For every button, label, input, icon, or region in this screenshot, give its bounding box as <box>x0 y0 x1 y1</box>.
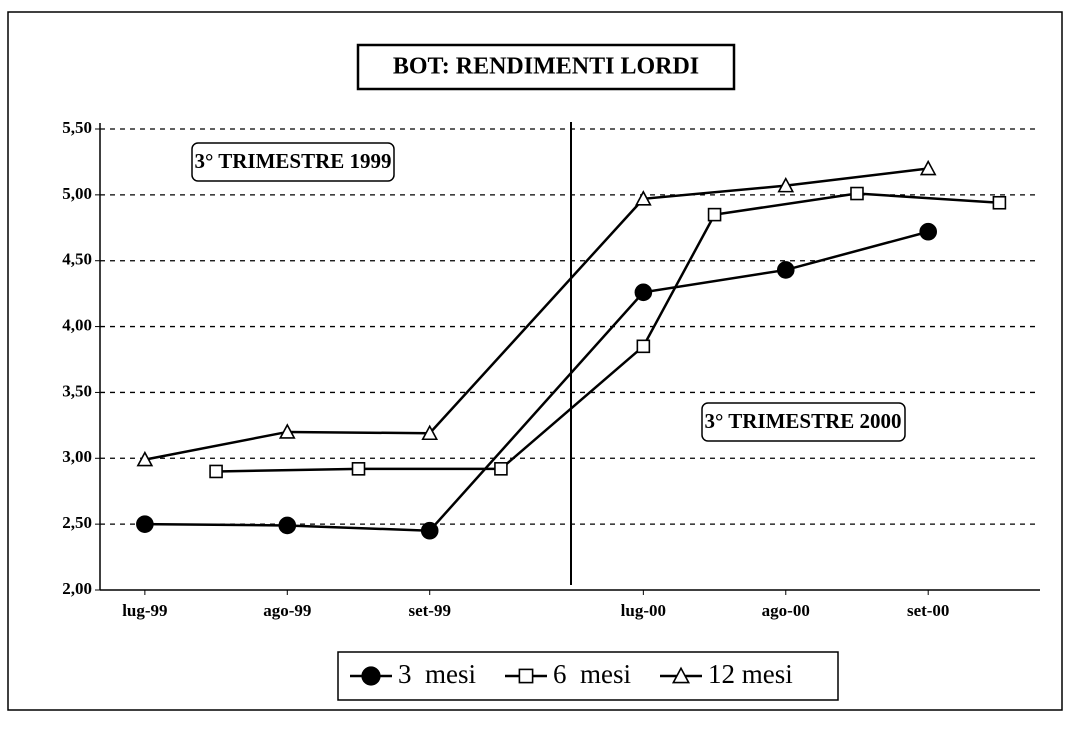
chart-title: BOT: RENDIMENTI LORDI <box>393 54 699 80</box>
y-tick-label: 3,50 <box>62 381 92 400</box>
x-tick-label: ago-00 <box>762 601 810 620</box>
marker <box>850 186 864 201</box>
marker <box>361 666 381 686</box>
marker <box>919 222 937 241</box>
marker <box>209 464 223 479</box>
marker <box>136 515 154 533</box>
marker <box>518 668 534 684</box>
annotation-box <box>701 402 906 442</box>
legend-item: 3 mesi <box>350 659 476 689</box>
legend-label: 3 mesi <box>398 659 476 689</box>
x-tick-label: lug-99 <box>122 601 167 620</box>
marker <box>777 176 795 193</box>
y-tick-label: 5,50 <box>62 118 92 137</box>
marker <box>421 424 439 441</box>
marker <box>919 159 937 176</box>
marker <box>278 516 297 535</box>
marker <box>992 195 1007 210</box>
y-tick-label: 2,00 <box>62 579 92 598</box>
legend-item: 6 mesi <box>505 659 631 689</box>
marker <box>351 462 366 476</box>
x-tick-label: set-00 <box>907 601 949 620</box>
marker <box>636 339 651 354</box>
chart-frame <box>7 11 1063 711</box>
marker <box>278 423 296 439</box>
marker <box>634 283 653 302</box>
marker <box>776 261 795 279</box>
marker <box>635 190 652 206</box>
y-tick-label: 3,00 <box>62 447 92 466</box>
y-tick-label: 4,00 <box>62 315 92 334</box>
y-tick-label: 2,50 <box>62 513 92 532</box>
annotation-box <box>191 142 395 182</box>
series-line <box>144 167 929 461</box>
legend-item: 12 mesi <box>660 659 793 689</box>
marker <box>136 450 154 467</box>
x-tick-label: set-99 <box>408 601 450 620</box>
y-tick-label: 5,00 <box>62 184 92 203</box>
marker <box>420 521 439 540</box>
marker <box>671 666 691 684</box>
x-tick-label: lug-00 <box>621 601 666 620</box>
legend-label: 6 mesi <box>553 659 631 689</box>
plot: 2,00 2,50 3,00 3,50 4,00 4,50 5,00 5,50 lug-99 ag… <box>62 118 1040 620</box>
legend-box <box>337 651 839 701</box>
marker <box>707 207 722 222</box>
x-tick-label: ago-99 <box>263 601 311 620</box>
title-box <box>356 43 736 91</box>
legend-label: 12 mesi <box>708 659 793 689</box>
annotation: 3° TRIMESTRE 1999 <box>194 149 391 173</box>
series-line <box>144 230 929 532</box>
marker <box>494 462 508 476</box>
annotation: 3° TRIMESTRE 2000 <box>704 409 901 433</box>
y-tick-label: 4,50 <box>62 250 92 269</box>
